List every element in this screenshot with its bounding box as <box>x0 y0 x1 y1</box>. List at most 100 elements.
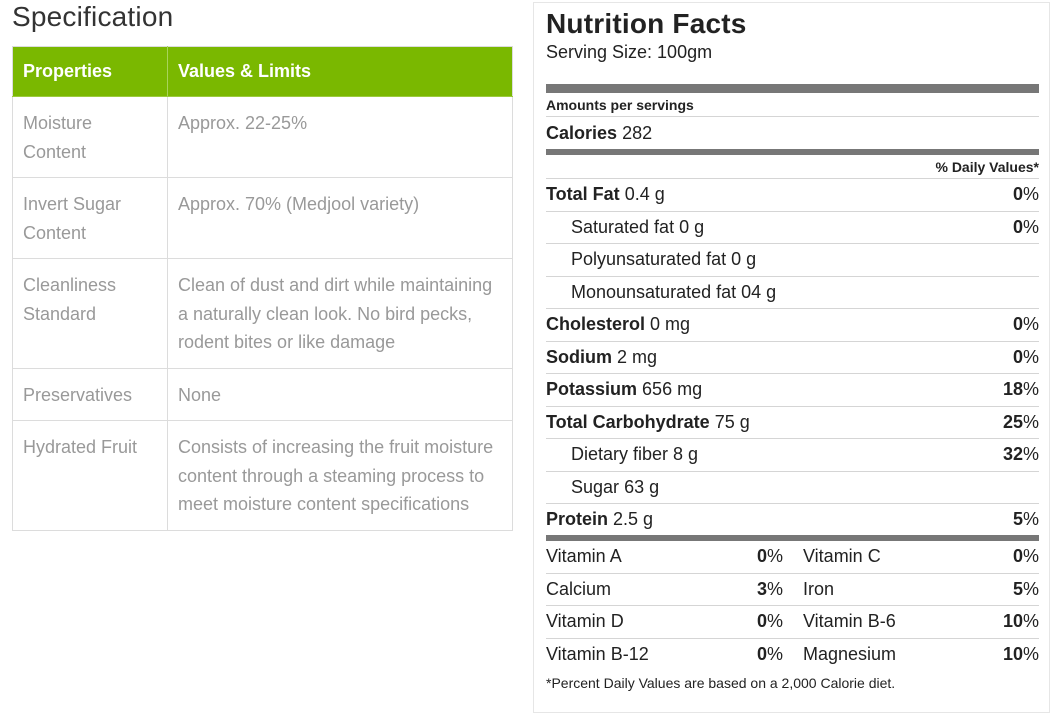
nutrient-name: Polyunsaturated fat <box>571 249 727 270</box>
percent-sign: % <box>1022 346 1039 367</box>
specification-title: Specification <box>12 1 174 32</box>
nutrient-name: Sodium <box>546 346 612 367</box>
specification-table: Properties Values & Limits Moisture Cont… <box>12 46 513 531</box>
vitamin-cell: Vitamin B-6 10% <box>803 611 1039 632</box>
thick-divider <box>546 84 1039 93</box>
table-row: Cleanliness Standard Clean of dust and d… <box>12 258 513 368</box>
vitamin-row: Vitamin D 0% Vitamin B-6 10% <box>546 606 1039 639</box>
percent-value: 0 <box>1012 546 1023 567</box>
vitamin-percent: 0% <box>1013 546 1039 567</box>
daily-value-percent: 0% <box>1013 347 1039 368</box>
property-cell: Cleanliness Standard <box>12 258 168 368</box>
nutrient-row: Potassium 656 mg 18% <box>546 374 1039 407</box>
nutrient-label: Sugar 63 g <box>571 477 659 498</box>
nutrition-facts-panel: Nutrition Facts Serving Size: 100gm Amou… <box>533 2 1050 713</box>
percent-value: 0 <box>1012 184 1023 205</box>
properties-header: Properties <box>12 46 168 97</box>
property-cell: Invert Sugar Content <box>12 177 168 259</box>
nutrient-amount: 0 mg <box>650 314 691 335</box>
percent-value: 0 <box>1012 346 1023 367</box>
percent-sign: % <box>1022 509 1039 529</box>
footnote: *Percent Daily Values are based on a 2,0… <box>546 675 896 691</box>
vitamin-percent: 0% <box>757 546 783 567</box>
percent-value: 5 <box>1012 509 1023 529</box>
nutrient-amount: 656 mg <box>642 379 703 400</box>
property-cell: Moisture Content <box>12 96 168 178</box>
percent-value: 0 <box>1012 314 1023 335</box>
nutrient-amount: 04 g <box>741 281 777 302</box>
medium-divider <box>546 535 1039 541</box>
table-row: Invert Sugar Content Approx. 70% (Medjoo… <box>12 177 513 259</box>
percent-sign: % <box>1022 216 1039 237</box>
percent-sign: % <box>766 578 783 599</box>
nutrient-name: Dietary fiber <box>571 444 669 465</box>
nutrient-name: Cholesterol <box>546 314 646 335</box>
value-cell: None <box>167 367 513 421</box>
percent-sign: % <box>1022 644 1039 665</box>
property-cell: Preservatives <box>12 367 168 421</box>
percent-value: 18 <box>1002 379 1023 400</box>
vitamin-cell: Iron 5% <box>803 579 1039 600</box>
vitamin-name: Vitamin B-6 <box>803 611 896 632</box>
daily-value-percent: 32% <box>1003 444 1039 465</box>
nutrient-name: Monounsaturated fat <box>571 281 737 302</box>
daily-values-header: % Daily Values* <box>546 155 1039 179</box>
nutrient-label: Sodium 2 mg <box>546 347 657 368</box>
percent-value: 0 <box>756 644 767 665</box>
daily-value-percent: 18% <box>1003 379 1039 400</box>
daily-value-percent: 0% <box>1013 217 1039 238</box>
medium-divider <box>546 149 1039 155</box>
percent-value: 0 <box>756 611 767 632</box>
vitamin-row: Vitamin B-12 0% Magnesium 10% <box>546 639 1039 672</box>
percent-sign: % <box>1022 546 1039 567</box>
daily-value-percent: 25% <box>1003 412 1039 433</box>
percent-sign: % <box>1022 444 1039 465</box>
nutrient-amount: 75 g <box>714 411 750 432</box>
vitamin-cell: Vitamin C 0% <box>803 546 1039 567</box>
property-cell: Hydrated Fruit <box>12 420 168 530</box>
percent-value: 5 <box>1012 578 1023 599</box>
nutrient-name: Saturated fat <box>571 216 675 237</box>
percent-sign: % <box>1022 611 1039 632</box>
vitamin-cell: Vitamin B-12 0% <box>546 644 783 665</box>
nutrient-amount: 8 g <box>673 444 699 465</box>
percent-value: 0 <box>756 546 767 567</box>
nutrient-row: Saturated fat 0 g 0% <box>546 212 1039 244</box>
vitamin-percent: 10% <box>1003 611 1039 632</box>
vitamin-cell: Vitamin D 0% <box>546 611 783 632</box>
value-cell: Approx. 22-25% <box>167 96 513 178</box>
vitamin-name: Vitamin B-12 <box>546 644 649 665</box>
amounts-per-serving-label: Amounts per servings <box>546 93 1039 117</box>
table-row: Hydrated Fruit Consists of increasing th… <box>12 420 513 530</box>
nutrient-row: Dietary fiber 8 g 32% <box>546 439 1039 472</box>
vitamin-percent: 10% <box>1003 644 1039 665</box>
percent-sign: % <box>766 611 783 632</box>
value-cell: Clean of dust and dirt while maintaining… <box>167 258 513 368</box>
vitamin-cell: Calcium 3% <box>546 579 783 600</box>
vitamin-row: Calcium 3% Iron 5% <box>546 574 1039 606</box>
table-row: Moisture Content Approx. 22-25% <box>12 96 513 178</box>
specification-section: Specification Properties Values & Limits… <box>12 0 513 531</box>
nutrient-row: Sodium 2 mg 0% <box>546 342 1039 374</box>
nutrient-row: Total Fat 0.4 g 0% <box>546 179 1039 212</box>
nutrient-label: Total Fat 0.4 g <box>546 184 665 205</box>
nutrient-row: Polyunsaturated fat 0 g <box>546 244 1039 277</box>
vitamin-percent: 0% <box>757 611 783 632</box>
percent-value: 10 <box>1002 644 1023 665</box>
vitamin-percent: 0% <box>757 644 783 665</box>
nutrient-name: Protein <box>546 509 609 529</box>
calories-value: 282 <box>622 122 653 143</box>
amounts-label-text: Amounts per servings <box>546 97 694 113</box>
percent-value: 25 <box>1002 411 1023 432</box>
daily-value-percent: 0% <box>1013 184 1039 205</box>
vitamin-name: Calcium <box>546 578 612 599</box>
nutrient-row: Monounsaturated fat 04 g <box>546 277 1039 309</box>
nutrient-label: Protein 2.5 g <box>546 509 653 530</box>
percent-sign: % <box>1022 411 1039 432</box>
vitamin-name: Vitamin D <box>546 611 624 632</box>
nutrient-amount: 63 g <box>624 476 660 497</box>
vitamin-percent: 3% <box>757 579 783 600</box>
nutrient-name: Total Fat <box>546 184 620 205</box>
percent-value: 32 <box>1002 444 1023 465</box>
table-row: Preservatives None <box>12 367 513 421</box>
